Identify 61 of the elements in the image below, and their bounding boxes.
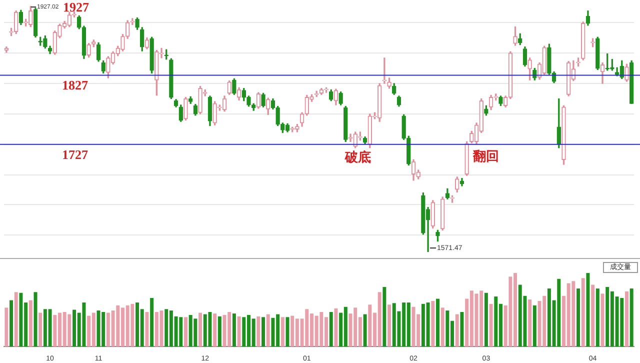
candlestick [498,96,503,106]
candlestick [450,195,454,203]
bar [232,313,236,347]
bar [624,291,628,347]
bar [150,298,154,347]
bar [431,300,435,347]
bar [14,292,18,347]
candlestick [338,91,343,106]
candlestick [464,141,469,176]
candlestick [184,97,188,121]
candlestick [169,58,174,100]
candlestick [232,78,236,95]
bar [184,317,188,347]
bar [484,292,488,347]
bar [363,314,367,347]
candlestick [261,92,266,108]
bar [455,314,459,347]
bar [591,284,595,347]
candlestick [436,230,440,242]
candlestick [484,105,488,116]
bar [38,312,42,347]
candlestick [135,17,140,30]
ref-line-label: 1727 [62,146,88,162]
bar [388,304,392,347]
bar [528,299,532,347]
candlestick [150,36,154,74]
bar [436,298,440,347]
bar [280,317,284,347]
annotation: 翻回 [472,148,499,164]
bar [334,308,338,347]
bar [237,316,241,347]
bar [4,308,8,347]
bar [266,314,270,347]
bar [440,308,444,347]
bar [145,312,149,347]
bar [382,286,386,347]
candlestick [86,43,91,58]
bar [329,312,333,347]
annotation: 1927 [63,0,90,14]
bar [262,317,266,347]
bar [256,316,260,347]
candlestick [624,64,629,82]
bar [218,316,222,347]
bar [576,288,580,347]
bar [213,313,217,347]
bar [630,288,634,347]
bar [28,300,32,347]
ref-line-label: 1827 [62,78,88,93]
bar [581,278,585,347]
bar [586,273,590,347]
bar [198,312,202,347]
candlestick [528,58,532,80]
bar [489,304,493,347]
candlestick [513,26,518,46]
candlestick [387,78,392,89]
bar [10,300,14,347]
candlestick [562,105,566,165]
bar [460,312,464,347]
bar [532,305,536,347]
bar [596,288,600,347]
annotation: 破底 [344,149,371,164]
